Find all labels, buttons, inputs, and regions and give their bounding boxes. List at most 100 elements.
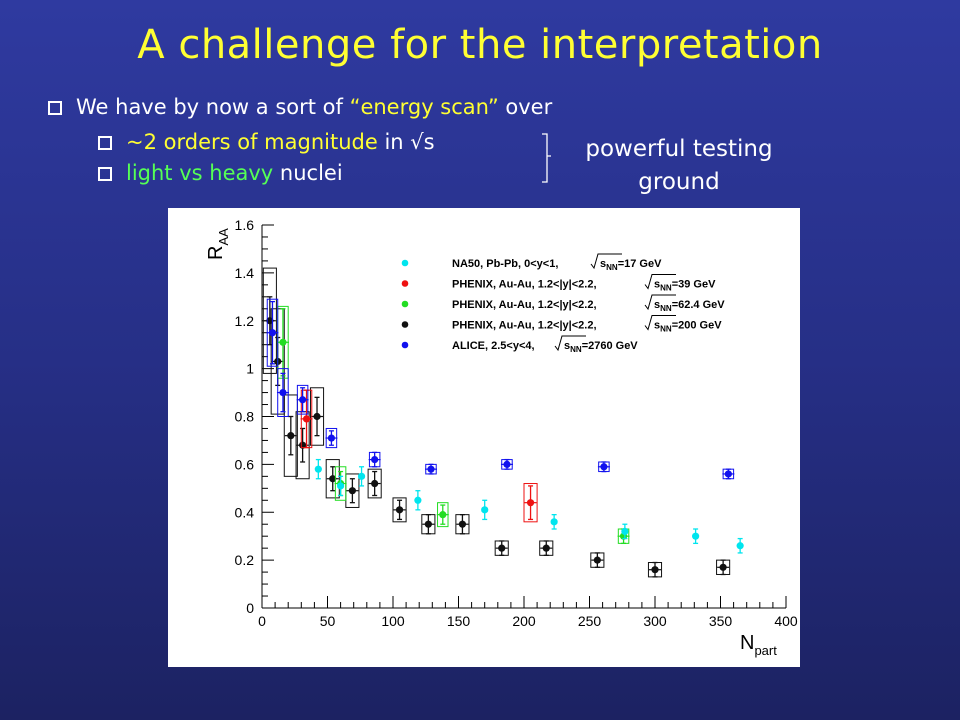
- data-point: [455, 513, 470, 535]
- bullet-square-icon: [98, 167, 112, 181]
- x-tick-label: 300: [643, 613, 667, 629]
- y-tick-label: 0: [246, 600, 254, 616]
- sys-box: [367, 468, 382, 499]
- x-tick-label: 350: [709, 613, 733, 629]
- x-tick-label: 0: [258, 613, 266, 629]
- data-point: [436, 502, 449, 528]
- legend-energy-s: s: [654, 320, 660, 332]
- legend-energy-s: s: [564, 340, 570, 352]
- legend-energy-sub: NN: [660, 284, 672, 293]
- marker: [337, 482, 345, 490]
- legend-label: PHENIX, Au-Au, 1.2<|y|<2.2,: [452, 320, 597, 332]
- data-point: [539, 540, 554, 556]
- marker: [621, 527, 629, 535]
- marker: [424, 520, 432, 528]
- legend-energy-sub: NN: [660, 304, 672, 313]
- x-tick-label: 50: [320, 613, 336, 629]
- slide-title: A challenge for the interpretation: [137, 22, 823, 68]
- bullet-square-icon: [98, 136, 112, 150]
- x-tick-label: 150: [447, 613, 471, 629]
- legend-marker: [401, 341, 409, 349]
- data-point: [276, 305, 289, 379]
- marker: [458, 520, 467, 528]
- sys-box: [523, 483, 538, 523]
- marker: [268, 329, 277, 337]
- data-point: [262, 267, 277, 374]
- sys-box: [325, 459, 340, 499]
- legend-energy: sNN=2760 GeV: [564, 340, 638, 354]
- marker: [279, 388, 287, 397]
- marker: [327, 434, 336, 442]
- bullet-light-vs-heavy: light vs heavy nuclei: [98, 161, 343, 185]
- data-point: [550, 513, 558, 530]
- y-tick-label: 1.2: [235, 313, 255, 329]
- marker: [724, 470, 732, 478]
- legend-marker: [401, 321, 409, 328]
- bullet-text-post: over: [498, 95, 553, 119]
- side-note: powerful testing ground: [560, 133, 798, 199]
- bullet-text-vs: vs: [172, 161, 210, 185]
- data-point: [647, 561, 663, 578]
- y-axis-title: RAA: [205, 228, 231, 260]
- sqrt-icon: [554, 335, 586, 352]
- y-tick-label: 0.4: [235, 504, 255, 520]
- data-point: [722, 468, 735, 480]
- data-point: [424, 463, 437, 475]
- sys-box: [309, 387, 325, 446]
- x-axis-title-sub: part: [754, 643, 777, 658]
- legend-energy: sNN=17 GeV: [600, 258, 662, 272]
- legend-energy-sub: NN: [606, 263, 618, 272]
- series-4: [266, 298, 735, 480]
- data-point: [266, 298, 279, 367]
- data-point: [494, 540, 509, 556]
- bullet-text-pre: ~2: [126, 130, 164, 154]
- legend-marker: [401, 259, 409, 267]
- marker: [371, 455, 379, 464]
- data-point: [523, 483, 538, 523]
- raa-chart: 0 50 100 150 200 250 300 350 400 0 0.2 0.4 0.6 0.8 1 1.…: [168, 208, 800, 667]
- marker: [503, 460, 511, 468]
- sys-box: [262, 267, 277, 374]
- marker: [371, 479, 379, 488]
- marker: [736, 542, 744, 550]
- sys-box: [283, 394, 298, 477]
- sqrt-icon: [644, 274, 676, 290]
- sqrt-icon: [590, 253, 622, 270]
- legend-energy-value: =200 GeV: [672, 320, 723, 332]
- marker: [395, 506, 404, 514]
- marker: [414, 496, 422, 504]
- series-0: [314, 458, 744, 554]
- marker: [313, 412, 321, 421]
- legend-energy-sub: NN: [570, 345, 582, 354]
- y-tick-label: 1.6: [235, 217, 255, 233]
- marker: [651, 566, 659, 574]
- data-point: [296, 384, 309, 415]
- marker: [427, 465, 435, 473]
- legend-label: PHENIX, Au-Au, 1.2<|y|<2.2,: [452, 299, 597, 311]
- marker: [719, 563, 727, 571]
- legend-label: ALICE, 2.5<y<4,: [452, 340, 535, 352]
- legend-energy-s: s: [654, 279, 660, 291]
- data-point: [481, 499, 489, 521]
- legend-energy-value: =2760 GeV: [582, 340, 639, 352]
- marker: [600, 463, 608, 471]
- bullet-text-pre: We have by now a sort of: [76, 95, 350, 119]
- data-point: [283, 394, 298, 477]
- data-point: [314, 458, 322, 480]
- raa-chart-svg: 0 50 100 150 200 250 300 350 400 0 0.2 0.4 0.6 0.8 1 1.…: [205, 217, 798, 658]
- marker: [526, 499, 535, 507]
- data-point: [421, 513, 436, 535]
- bullet-orders-of-magnitude: ~2 orders of magnitude in √s: [98, 130, 435, 154]
- marker: [348, 487, 356, 495]
- bullet-text-post: nuclei: [273, 161, 343, 185]
- data-point: [309, 387, 325, 446]
- y-tick-label: 0.6: [235, 456, 255, 472]
- data-point: [736, 537, 744, 554]
- marker: [498, 544, 506, 552]
- marker: [314, 465, 322, 473]
- y-axis-title-main: R: [205, 246, 227, 260]
- legend-label: PHENIX, Au-Au, 1.2<|y|<2.2,: [452, 279, 597, 291]
- legend-entry: PHENIX, Au-Au, 1.2<|y|<2.2, sNN=200 GeV: [401, 315, 723, 334]
- legend-energy-value: =62.4 GeV: [672, 299, 726, 311]
- bullet-text-post: in √s: [377, 130, 435, 154]
